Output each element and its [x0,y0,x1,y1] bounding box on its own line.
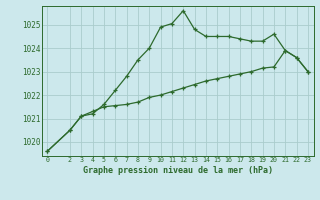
X-axis label: Graphe pression niveau de la mer (hPa): Graphe pression niveau de la mer (hPa) [83,166,273,175]
